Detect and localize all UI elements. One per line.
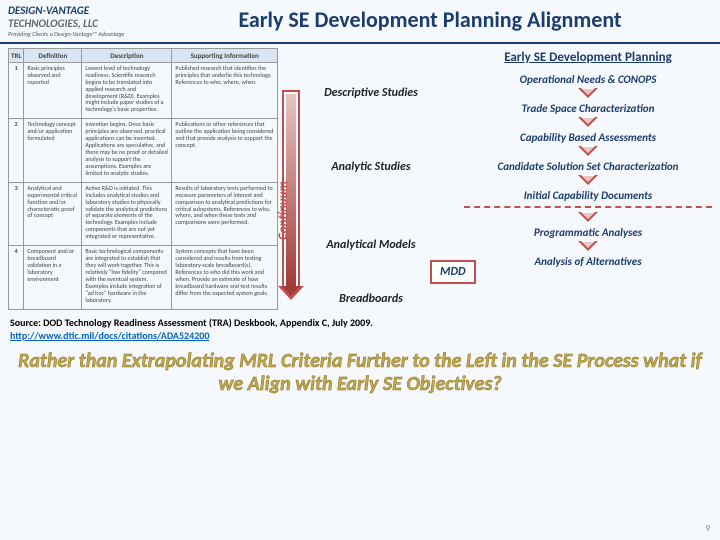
- flow-tradespace: Trade Space Characterization: [464, 102, 712, 115]
- down-arrow-icon: [578, 241, 598, 251]
- th-def: Definition: [24, 49, 82, 63]
- source-link[interactable]: http://www.dtic.mil/docs/citations/ADA52…: [10, 329, 209, 342]
- study-analytic: Analytic Studies: [286, 160, 456, 174]
- down-arrow-icon: [578, 88, 598, 98]
- study-breadboards: Breadboards: [286, 292, 456, 306]
- page-number: 9: [705, 523, 710, 534]
- cell-trl: 4: [9, 246, 24, 310]
- continuum-arrow: Continuum: [282, 90, 300, 290]
- cell-desc: Lowest level of technology readiness. Sc…: [82, 63, 172, 119]
- cell-desc: Invention begins. Once basic principles …: [82, 119, 172, 183]
- flow-capability: Capability Based Assessments: [464, 131, 712, 144]
- flow-candidate: Candidate Solution Set Characterization: [464, 160, 712, 173]
- th-trl: TRL: [9, 49, 24, 63]
- logo: DESIGN-VANTAGE TECHNOLOGIES, LLC Providi…: [8, 4, 148, 38]
- flow-aoa: Analysis of Alternatives: [464, 255, 712, 268]
- cell-trl: 2: [9, 119, 24, 183]
- down-arrow-icon: [578, 146, 598, 156]
- cell-desc: Active R&D is initiated. This includes a…: [82, 182, 172, 246]
- down-arrow-icon: [578, 212, 598, 222]
- cell-def: Basic principles observed and reported: [24, 63, 82, 119]
- cell-sup: System concepts that have been considere…: [172, 246, 278, 310]
- logo-line2: TECHNOLOGIES, LLC: [8, 17, 148, 30]
- trl-table: TRL Definition Description Supporting In…: [8, 48, 278, 310]
- table-row: 2 Technology concept and/or application …: [9, 119, 278, 183]
- cell-sup: Publications or other references that ou…: [172, 119, 278, 183]
- down-arrow-icon: [578, 175, 598, 185]
- source-citation: Source: DOD Technology Readiness Assessm…: [0, 314, 720, 344]
- flow-icd: Initial Capability Documents: [464, 189, 712, 202]
- cell-trl: 1: [9, 63, 24, 119]
- cell-def: Technology concept and/or application fo…: [24, 119, 82, 183]
- cell-trl: 3: [9, 182, 24, 246]
- flow-conops: Operational Needs & CONOPS: [464, 73, 712, 86]
- dashed-divider: [464, 206, 712, 208]
- table-row: 1 Basic principles observed and reported…: [9, 63, 278, 119]
- source-text: Source: DOD Technology Readiness Assessm…: [10, 316, 373, 329]
- table-row: 4 Component and/or breadboard validation…: [9, 246, 278, 310]
- cell-def: Component and/or breadboard validation i…: [24, 246, 82, 310]
- table-row: 3 Analytical and experimental critical f…: [9, 182, 278, 246]
- down-arrow-icon: [578, 117, 598, 127]
- study-models: Analytical Models: [286, 238, 456, 252]
- th-sup: Supporting Information: [172, 49, 278, 63]
- mdd-box: MDD: [430, 260, 476, 284]
- planning-column: Early SE Development Planning Operationa…: [464, 48, 712, 310]
- flow-programmatic: Programmatic Analyses: [464, 226, 712, 239]
- logo-sub: Providing Clients a Design-Vantage™ Adva…: [8, 30, 148, 38]
- header: DESIGN-VANTAGE TECHNOLOGIES, LLC Providi…: [0, 0, 720, 44]
- cell-sup: Results of laboratory tests performed to…: [172, 182, 278, 246]
- page-title: Early SE Development Planning Alignment: [148, 4, 712, 33]
- study-descriptive: Descriptive Studies: [286, 86, 456, 100]
- cell-desc: Basic technological components are integ…: [82, 246, 172, 310]
- th-desc: Description: [82, 49, 172, 63]
- content: TRL Definition Description Supporting In…: [0, 44, 720, 314]
- cell-def: Analytical and experimental critical fun…: [24, 182, 82, 246]
- continuum-label: Continuum: [276, 181, 291, 240]
- question-text: Rather than Extrapolating MRL Criteria F…: [0, 344, 720, 396]
- logo-line1: DESIGN-VANTAGE: [8, 4, 148, 17]
- cell-sup: Published research that identifies the p…: [172, 63, 278, 119]
- planning-title: Early SE Development Planning: [464, 50, 712, 65]
